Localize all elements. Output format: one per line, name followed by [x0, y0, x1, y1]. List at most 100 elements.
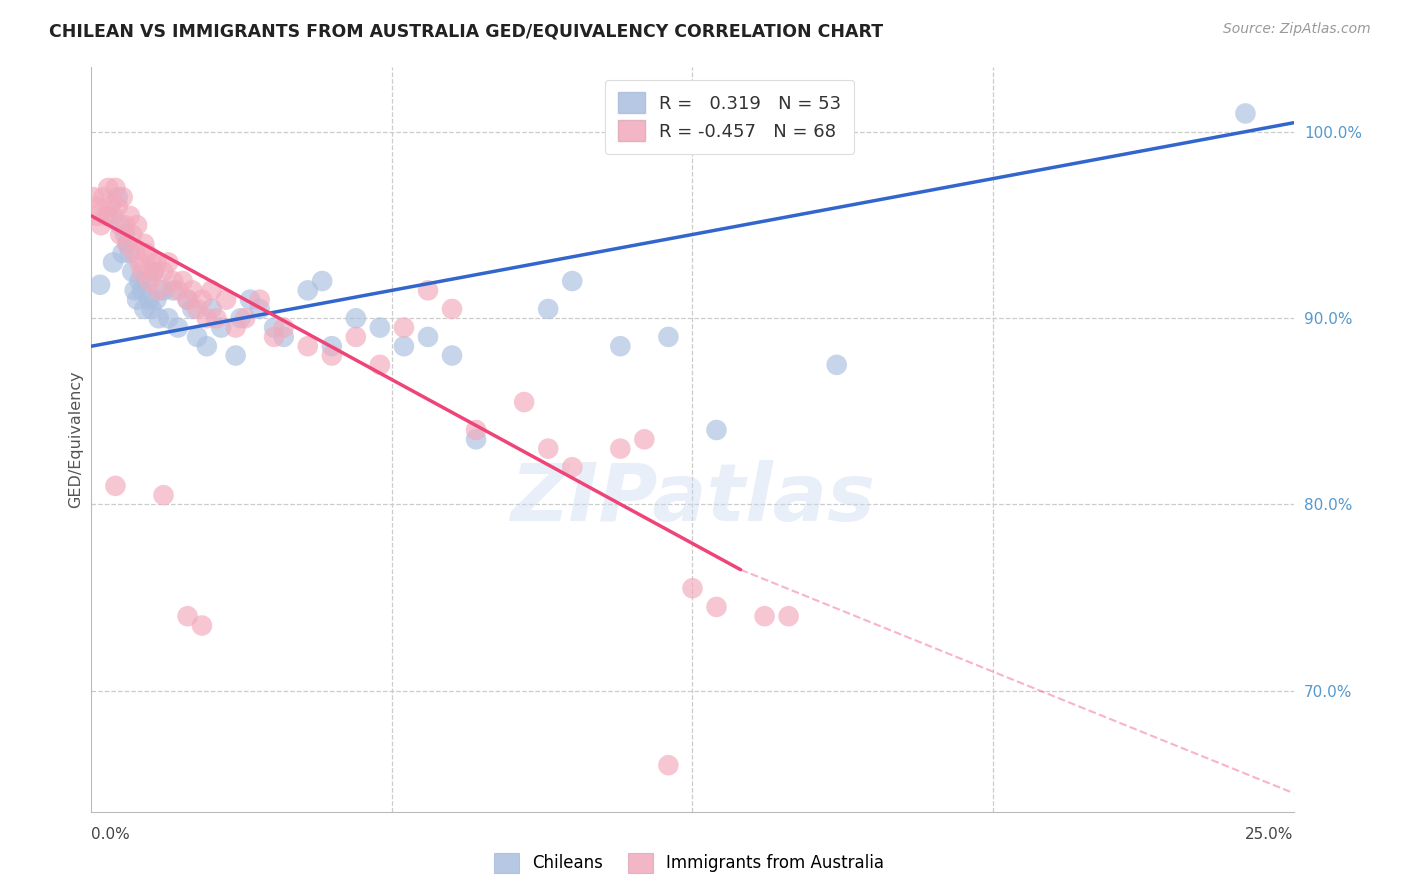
Point	[186, 301, 208, 316]
Point	[142, 265, 165, 279]
Point	[209, 320, 232, 334]
Point	[101, 255, 124, 269]
Point	[104, 181, 127, 195]
Y-axis label: GED/Equivalency: GED/Equivalency	[67, 370, 83, 508]
Point	[392, 339, 415, 353]
Point	[181, 284, 204, 298]
Point	[195, 339, 218, 353]
Point	[273, 320, 295, 334]
Point	[1234, 106, 1257, 120]
Point	[128, 274, 150, 288]
Point	[297, 339, 319, 353]
Point	[157, 255, 180, 269]
Point	[172, 274, 194, 288]
Point	[537, 301, 560, 316]
Point	[111, 190, 134, 204]
Point	[344, 311, 367, 326]
Point	[249, 301, 271, 316]
Point	[167, 320, 190, 334]
Point	[191, 618, 214, 632]
Point	[94, 209, 117, 223]
Point	[311, 274, 333, 288]
Point	[706, 423, 728, 437]
Point	[142, 265, 165, 279]
Legend: Chileans, Immigrants from Australia: Chileans, Immigrants from Australia	[486, 847, 891, 880]
Point	[162, 274, 184, 288]
Point	[111, 246, 134, 260]
Point	[368, 320, 391, 334]
Point	[754, 609, 776, 624]
Point	[681, 582, 703, 596]
Point	[145, 255, 167, 269]
Point	[117, 236, 139, 251]
Point	[561, 460, 583, 475]
Point	[145, 293, 167, 307]
Point	[141, 301, 163, 316]
Point	[124, 246, 146, 260]
Point	[200, 284, 222, 298]
Point	[513, 395, 536, 409]
Point	[249, 293, 271, 307]
Point	[416, 330, 439, 344]
Text: ZIPatlas: ZIPatlas	[510, 460, 875, 538]
Point	[104, 479, 127, 493]
Point	[440, 301, 463, 316]
Point	[297, 284, 319, 298]
Point	[125, 218, 148, 232]
Point	[97, 209, 120, 223]
Point	[263, 330, 285, 344]
Point	[152, 488, 174, 502]
Point	[440, 349, 463, 363]
Text: 25.0%: 25.0%	[1246, 827, 1294, 842]
Point	[110, 218, 132, 232]
Point	[93, 190, 115, 204]
Point	[121, 265, 143, 279]
Point	[148, 311, 170, 326]
Point	[706, 599, 728, 614]
Point	[131, 284, 153, 298]
Point	[239, 293, 262, 307]
Point	[609, 339, 631, 353]
Point	[87, 200, 110, 214]
Point	[176, 293, 198, 307]
Point	[134, 236, 156, 251]
Point	[107, 200, 129, 214]
Point	[321, 349, 343, 363]
Point	[181, 301, 204, 316]
Text: CHILEAN VS IMMIGRANTS FROM AUSTRALIA GED/EQUIVALENCY CORRELATION CHART: CHILEAN VS IMMIGRANTS FROM AUSTRALIA GED…	[49, 22, 883, 40]
Point	[205, 311, 228, 326]
Point	[215, 293, 238, 307]
Text: Source: ZipAtlas.com: Source: ZipAtlas.com	[1223, 22, 1371, 37]
Point	[176, 293, 198, 307]
Point	[131, 265, 153, 279]
Point	[100, 200, 122, 214]
Point	[537, 442, 560, 456]
Point	[84, 209, 107, 223]
Point	[89, 277, 111, 292]
Text: 0.0%: 0.0%	[91, 827, 131, 842]
Point	[83, 190, 105, 204]
Point	[465, 423, 488, 437]
Point	[233, 311, 256, 326]
Point	[128, 255, 150, 269]
Point	[152, 284, 174, 298]
Point	[124, 284, 146, 298]
Point	[125, 293, 148, 307]
Point	[138, 293, 160, 307]
Point	[465, 432, 488, 446]
Point	[118, 246, 141, 260]
Point	[167, 284, 190, 298]
Point	[200, 301, 222, 316]
Point	[97, 181, 120, 195]
Point	[138, 274, 160, 288]
Point	[110, 227, 132, 242]
Point	[114, 218, 136, 232]
Point	[117, 236, 139, 251]
Point	[392, 320, 415, 334]
Point	[114, 227, 136, 242]
Point	[191, 293, 214, 307]
Point	[321, 339, 343, 353]
Point	[225, 320, 247, 334]
Point	[176, 609, 198, 624]
Point	[135, 274, 157, 288]
